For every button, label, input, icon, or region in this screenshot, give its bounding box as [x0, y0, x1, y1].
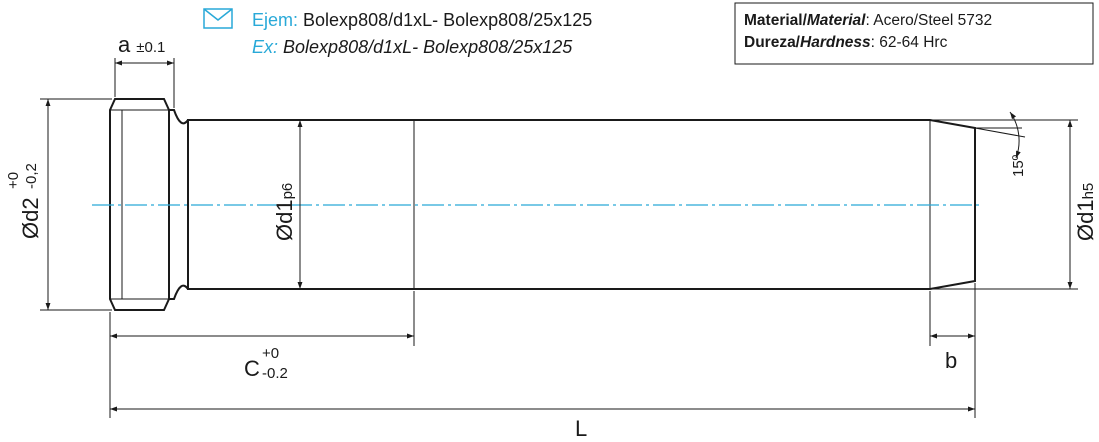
envelope-icon	[203, 8, 233, 29]
svg-text:15º: 15º	[1010, 154, 1027, 177]
neck-groove-bottom	[169, 284, 189, 300]
dim-d2-label: Ød2 +0 -0,2	[5, 163, 43, 239]
dim-angle-label: 15º	[1010, 154, 1027, 177]
svg-text:-0,2: -0,2	[23, 163, 40, 189]
dim-l-label: L	[575, 416, 587, 441]
order-example-es: Ejem: Bolexp808/d1xL- Bolexp808/25x125	[252, 10, 592, 30]
svg-text:-0.2: -0.2	[262, 365, 288, 382]
svg-text:C: C	[244, 356, 260, 381]
dim-c-label: C +0 -0.2	[244, 345, 288, 382]
dim-d1p6-label: Ød1p6	[272, 183, 297, 241]
svg-text:Ød1h5: Ød1h5	[1073, 183, 1098, 241]
order-example: Ejem: Bolexp808/d1xL- Bolexp808/25x125 E…	[203, 8, 592, 57]
dimension-labels: a ±0.1 Ød2 +0 -0,2 Ød1p6 Ød1h5 15º C +0 -…	[5, 32, 1098, 441]
material-box: Material/Material: Acero/Steel 5732 Dure…	[734, 2, 1094, 65]
svg-text:+0: +0	[5, 172, 22, 189]
dimension-lines	[45, 60, 1073, 412]
hardness-line: Dureza/Hardness: 62-64 Hrc	[744, 34, 948, 51]
order-example-en: Ex: Bolexp808/d1xL- Bolexp808/25x125	[252, 37, 573, 57]
svg-text:+0: +0	[262, 345, 279, 362]
neck-groove-top	[169, 109, 189, 125]
dim-a-label: a ±0.1	[118, 32, 165, 57]
extension-lines	[40, 58, 1078, 418]
dim-b-label: b	[945, 348, 957, 373]
dim-angle-arc	[1009, 111, 1021, 159]
dim-d1h5-label: Ød1h5	[1073, 183, 1098, 241]
material-line: Material/Material: Acero/Steel 5732	[744, 12, 992, 29]
bolt-outline	[92, 98, 982, 311]
svg-text:Ød2: Ød2	[18, 197, 43, 239]
svg-text:Ød1p6: Ød1p6	[272, 183, 297, 241]
